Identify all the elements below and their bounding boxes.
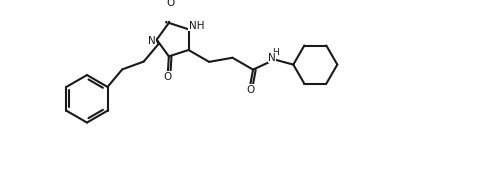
Text: NH: NH	[188, 21, 204, 31]
Text: N: N	[268, 53, 276, 63]
Text: O: O	[167, 0, 175, 8]
Text: N: N	[147, 36, 155, 46]
Text: O: O	[164, 72, 172, 82]
Text: H: H	[272, 48, 279, 57]
Text: O: O	[247, 85, 254, 95]
